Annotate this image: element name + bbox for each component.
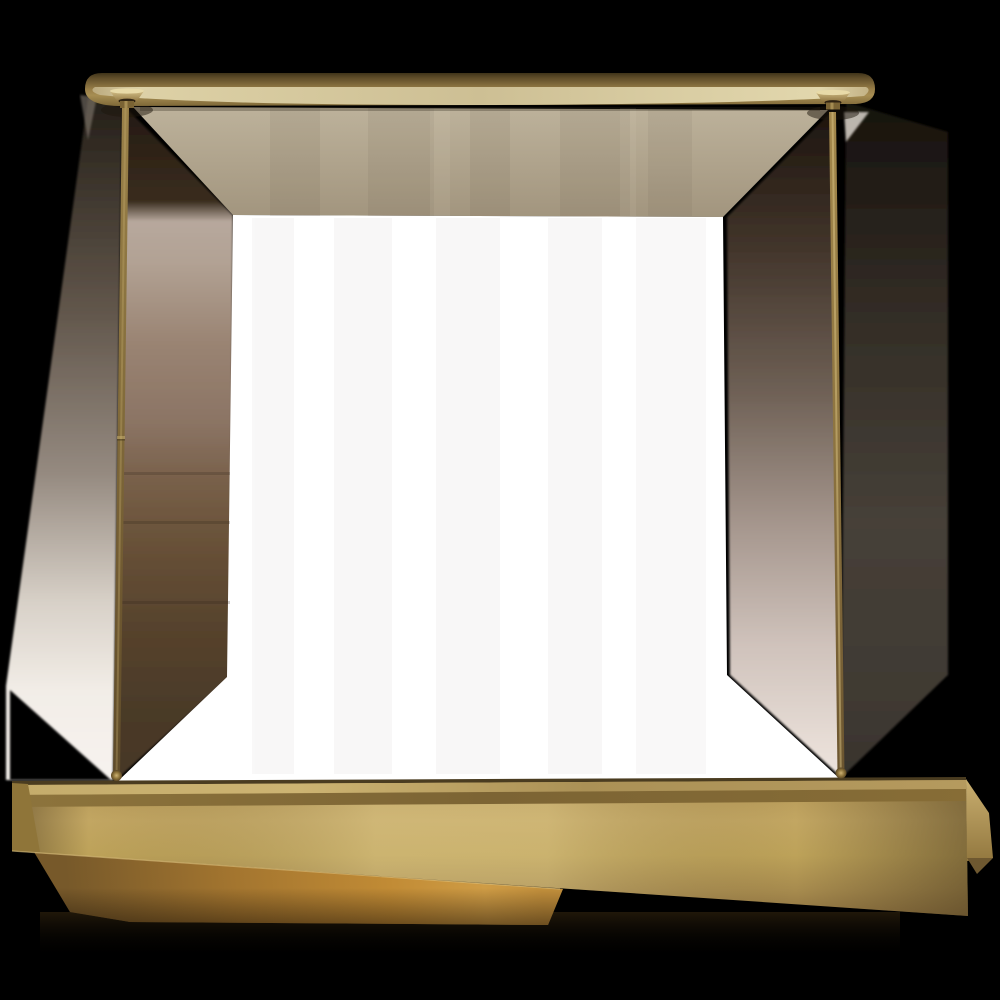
mask-sliver-left-hub xyxy=(80,95,97,140)
shade-fold-edge-highlight xyxy=(11,850,561,890)
shade-right-end-fold xyxy=(966,779,993,861)
left-rod-highlight xyxy=(115,106,127,778)
shade-underside-flap xyxy=(34,852,563,925)
left-rod-coupling xyxy=(117,436,125,439)
mask-triangle-bottom-left xyxy=(10,690,111,780)
halo-band-outer-right xyxy=(841,102,948,778)
right-rod-ferrule xyxy=(835,767,847,779)
halo-band-inner-right xyxy=(727,110,841,777)
mask-sliver-right-hub xyxy=(844,112,869,142)
mask-triangle-bottom-right xyxy=(845,677,948,780)
left-rod-ferrule xyxy=(111,770,122,781)
left-drop-rod xyxy=(113,106,129,778)
folded-brass-shade xyxy=(11,777,993,925)
shade-left-end-fold xyxy=(12,783,40,852)
right-drop-rod xyxy=(829,112,845,775)
shade-right-end-fold-dark xyxy=(967,858,993,874)
left-canopy-hub xyxy=(110,88,144,108)
shade-roll-highlight xyxy=(12,780,966,795)
shade-top-edge-line xyxy=(12,777,966,785)
right-rod-highlight xyxy=(831,112,842,775)
canopy-contact-shadow xyxy=(140,107,820,111)
shade-front-face-sheen xyxy=(12,779,968,916)
shade-roll-crease xyxy=(12,789,966,807)
white-backdrop-glow xyxy=(118,215,840,781)
canopy-underside xyxy=(92,87,869,105)
halo-band-inner-left xyxy=(116,107,233,780)
canopy-shadow-wash xyxy=(133,107,828,217)
backdrop-banding xyxy=(118,108,706,774)
backdrop-halo-bands xyxy=(6,98,948,780)
ceiling-canopy-bar xyxy=(85,73,875,110)
halo-band-outer-left xyxy=(6,98,122,780)
right-canopy-hub xyxy=(816,89,850,110)
